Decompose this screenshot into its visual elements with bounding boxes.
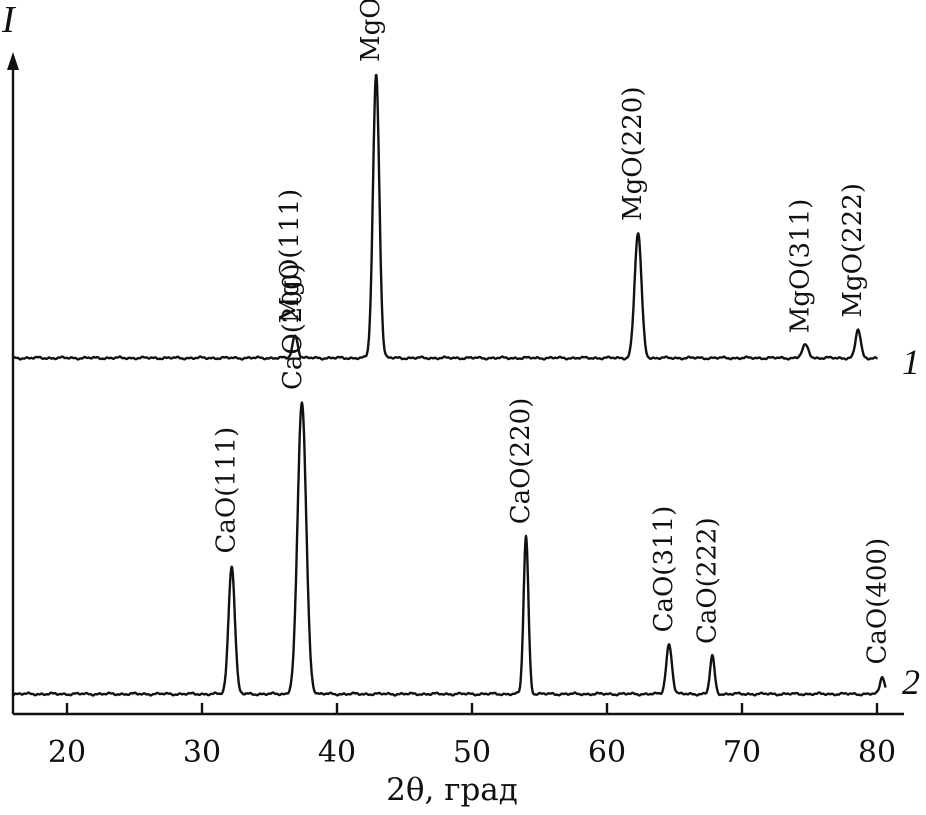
x-tick-label: 50 xyxy=(453,735,491,770)
peak-label: CaO(311) xyxy=(649,506,679,633)
y-axis-label: I xyxy=(1,0,17,41)
peak-label: CaO(200) xyxy=(278,263,308,390)
peak-label: CaO(222) xyxy=(692,517,722,644)
x-tick-label: 30 xyxy=(183,735,221,770)
peak-label: MgO(200) xyxy=(356,0,386,62)
y-axis-arrow xyxy=(7,52,19,70)
peak-label: CaO(111) xyxy=(212,427,242,554)
peak-labels: MgO(111) MgO(200) MgO(220) MgO(311) MgO(222)… xyxy=(212,0,893,665)
traces xyxy=(12,73,887,697)
x-tick-label: 80 xyxy=(858,735,896,770)
peak-label: MgO(222) xyxy=(838,183,868,318)
x-tick-label: 40 xyxy=(318,735,356,770)
series-1-trace xyxy=(12,73,879,361)
x-tick-label: 60 xyxy=(588,735,626,770)
x-tick-label: 70 xyxy=(723,735,761,770)
peak-label: CaO(400) xyxy=(862,538,892,665)
series-1-label: 1 xyxy=(902,342,920,382)
series-2-label: 2 xyxy=(902,662,920,702)
peak-label: CaO(220) xyxy=(506,398,536,525)
series-labels: 12 xyxy=(902,342,920,702)
peak-label: MgO(311) xyxy=(786,199,816,334)
x-ticks: 20 30 40 50 60 70 80 xyxy=(48,703,896,770)
peak-label: MgO(220) xyxy=(618,87,648,222)
peak-label: MgO(111) xyxy=(275,189,305,324)
series-2-trace xyxy=(12,401,887,697)
x-axis-label: 2θ, град xyxy=(386,772,518,808)
x-tick-label: 20 xyxy=(48,735,86,770)
